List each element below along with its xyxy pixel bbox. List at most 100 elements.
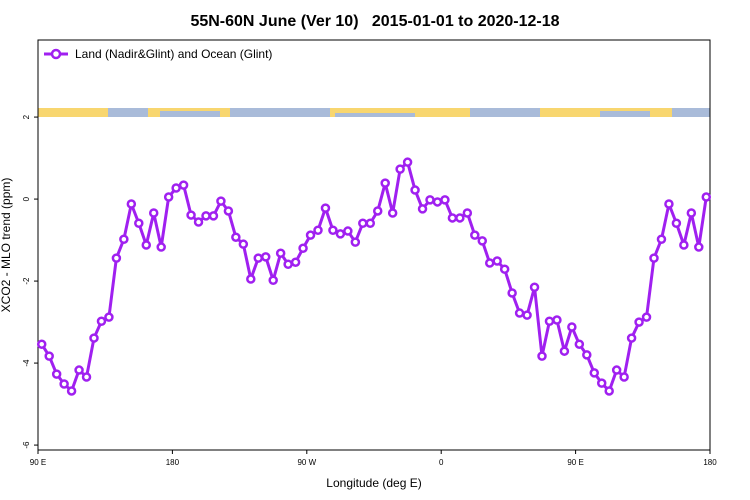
- data-point: [492, 256, 502, 266]
- data-point: [641, 312, 652, 322]
- data-point: [402, 157, 413, 167]
- data-point: [596, 378, 607, 388]
- data-point: [320, 203, 331, 213]
- data-point: [559, 346, 570, 356]
- data-point: [81, 372, 92, 382]
- data-point: [544, 316, 555, 327]
- x-tick-label: 180: [166, 458, 180, 467]
- data-point: [425, 195, 435, 205]
- data-point: [529, 282, 540, 292]
- data-point: [455, 213, 465, 223]
- data-point: [36, 339, 47, 349]
- data-point: [440, 195, 450, 205]
- data-point: [134, 218, 144, 229]
- data-point: [156, 242, 166, 252]
- y-tick-label: -2: [22, 277, 31, 285]
- data-point: [604, 386, 614, 396]
- legend: Land (Nadir&Glint) and Ocean (Glint): [44, 47, 272, 61]
- x-tick-label: 0: [439, 458, 444, 467]
- plot-frame: [37, 39, 711, 451]
- data-point: [298, 243, 308, 254]
- data-point: [216, 196, 226, 206]
- data-point: [208, 211, 219, 221]
- data-point: [74, 365, 84, 375]
- data-point: [589, 368, 600, 378]
- data-point: [238, 239, 249, 249]
- data-point: [694, 242, 704, 252]
- data-point: [141, 240, 152, 250]
- data-point: [246, 274, 256, 284]
- data-point: [186, 210, 196, 220]
- series-line: [40, 160, 708, 393]
- data-point: [358, 218, 368, 229]
- legend-marker: [50, 48, 62, 60]
- data-point: [626, 333, 637, 343]
- data-point: [671, 218, 682, 229]
- data-point: [290, 257, 301, 267]
- data-point: [582, 350, 592, 360]
- data-point: [305, 230, 316, 240]
- data-point: [447, 213, 458, 223]
- data-point: [395, 164, 405, 174]
- data-point: [664, 199, 674, 209]
- data-point: [231, 232, 241, 242]
- data-point: [178, 180, 189, 190]
- data-point: [470, 230, 480, 240]
- data-point: [275, 248, 286, 258]
- data-point: [313, 225, 323, 235]
- y-axis-label: XCO2 - MLO trend (ppm): [0, 178, 13, 313]
- data-point: [432, 197, 443, 207]
- data-point: [171, 183, 181, 193]
- data-point: [223, 206, 234, 216]
- data-point: [574, 339, 585, 349]
- data-point: [611, 365, 622, 375]
- data-point: [387, 208, 398, 218]
- x-tick-label: 90 E: [30, 458, 46, 467]
- data-point: [619, 372, 629, 382]
- data-point: [66, 386, 77, 396]
- data-point: [201, 211, 211, 221]
- data-point: [686, 208, 697, 218]
- data-point: [477, 236, 488, 246]
- y-tick-label: 2: [22, 114, 31, 119]
- data-point: [253, 253, 264, 263]
- data-point: [163, 192, 174, 202]
- y-tick-label: 0: [22, 196, 31, 201]
- map-strip: [38, 108, 710, 117]
- data-point: [365, 218, 376, 229]
- data-point: [350, 237, 361, 247]
- data-point: [514, 308, 525, 318]
- data-point: [462, 208, 473, 218]
- data-point: [410, 185, 420, 195]
- data-point: [343, 226, 353, 236]
- data-point: [119, 234, 129, 245]
- data-point: [126, 199, 137, 209]
- data-point: [104, 312, 114, 322]
- data-point: [260, 252, 271, 262]
- data-point: [484, 258, 495, 268]
- x-tick-label: 180: [703, 458, 717, 467]
- y-tick-label: -4: [22, 359, 31, 367]
- data-point: [89, 333, 99, 343]
- y-tick-label: -6: [22, 441, 31, 449]
- x-axis-label: Longitude (deg E): [326, 476, 421, 490]
- data-point: [328, 225, 338, 235]
- data-point: [283, 259, 293, 270]
- data-point: [634, 317, 644, 327]
- data-point: [380, 178, 390, 188]
- data-point: [335, 229, 346, 239]
- data-point: [268, 275, 278, 286]
- x-tick-label: 90 E: [567, 458, 583, 467]
- data-point: [111, 253, 122, 263]
- data-point: [649, 253, 659, 263]
- data-point: [552, 315, 562, 325]
- data-point: [522, 310, 532, 320]
- data-point: [679, 240, 689, 250]
- chart-title: 55N-60N June (Ver 10) 2015-01-01 to 2020…: [190, 13, 559, 30]
- data-point: [193, 217, 204, 227]
- data-point: [59, 379, 69, 389]
- data-point: [537, 351, 547, 361]
- data-point: [44, 351, 54, 361]
- data-point: [656, 234, 667, 245]
